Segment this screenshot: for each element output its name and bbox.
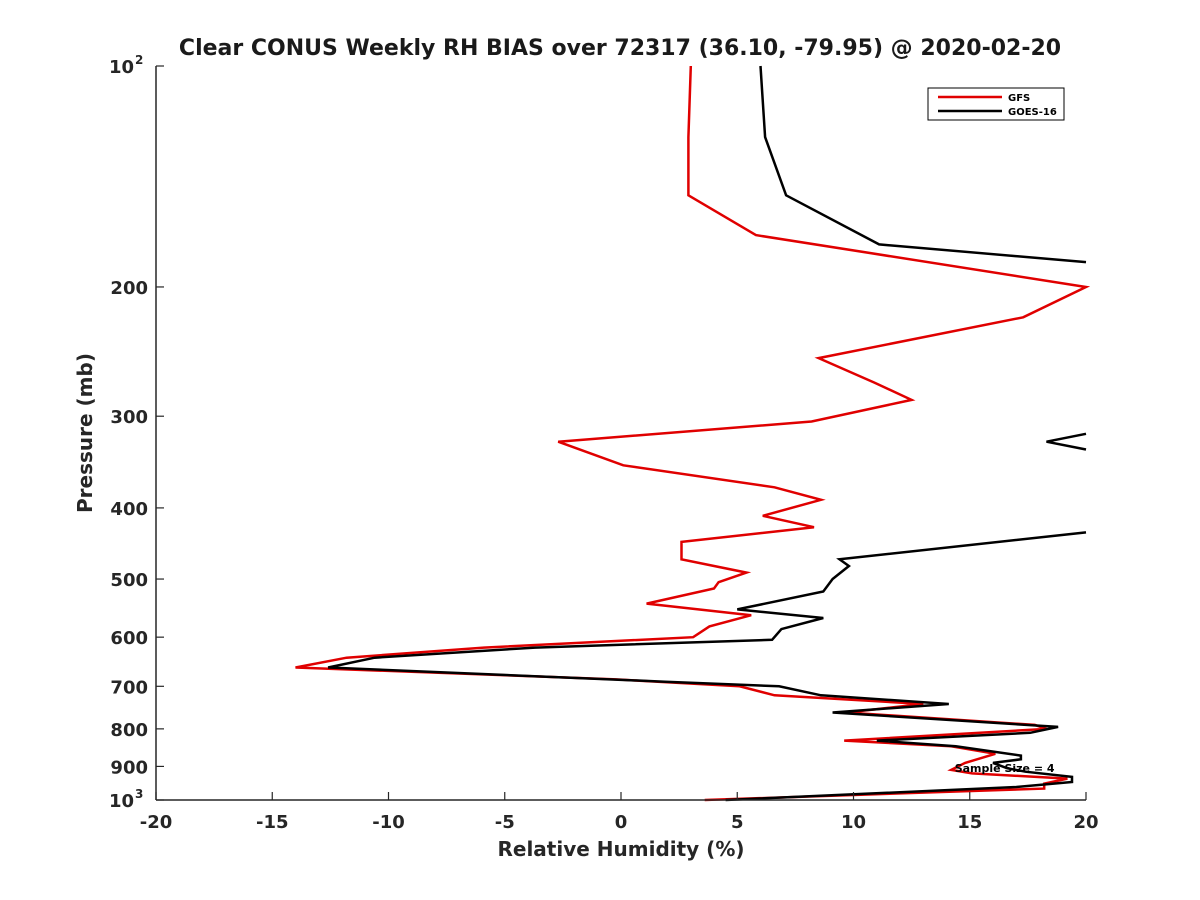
y-tick-exponent: 3	[135, 787, 143, 801]
y-tick-label: 700	[110, 677, 148, 698]
x-tick-label: -10	[372, 812, 405, 833]
chart-title: Clear CONUS Weekly RH BIAS over 72317 (3…	[179, 36, 1061, 61]
legend-label-gfs: GFS	[1008, 93, 1030, 104]
y-tick-label: 10	[109, 57, 134, 78]
series-line-gfs	[295, 65, 1091, 802]
plot-area	[156, 66, 1086, 800]
x-tick-label: 0	[615, 812, 628, 833]
legend-label-goes16: GOES-16	[1008, 107, 1057, 118]
y-tick-label: 200	[110, 278, 148, 299]
series-line-goes16	[327, 65, 1087, 802]
y-tick-label: 800	[110, 720, 148, 741]
y-tick-label: 500	[110, 570, 148, 591]
y-tick-label: 600	[110, 628, 148, 649]
legend-box	[927, 87, 1065, 121]
x-axis-label: Relative Humidity (%)	[497, 837, 744, 861]
x-tick-label: 20	[1073, 812, 1098, 833]
sample-size-annotation: Sample Size = 4	[955, 762, 1055, 775]
x-tick-label: 10	[841, 812, 866, 833]
x-ticks: -20 -15 -10 -5 0 5 10 15 20	[140, 792, 1099, 833]
series-layer	[295, 65, 1091, 802]
y-axis-label: Pressure (mb)	[73, 353, 97, 513]
y-tick-exponent: 2	[135, 53, 143, 67]
x-tick-label: -15	[256, 812, 289, 833]
x-tick-label: -5	[495, 812, 515, 833]
x-tick-label: 5	[731, 812, 744, 833]
y-tick-label: 10	[109, 791, 134, 812]
y-tick-label: 400	[110, 499, 148, 520]
y-tick-label: 900	[110, 757, 148, 778]
y-tick-label: 300	[110, 407, 148, 428]
x-tick-label: -20	[140, 812, 173, 833]
x-tick-label: 15	[957, 812, 982, 833]
legend: GFS GOES-16	[927, 87, 1065, 121]
